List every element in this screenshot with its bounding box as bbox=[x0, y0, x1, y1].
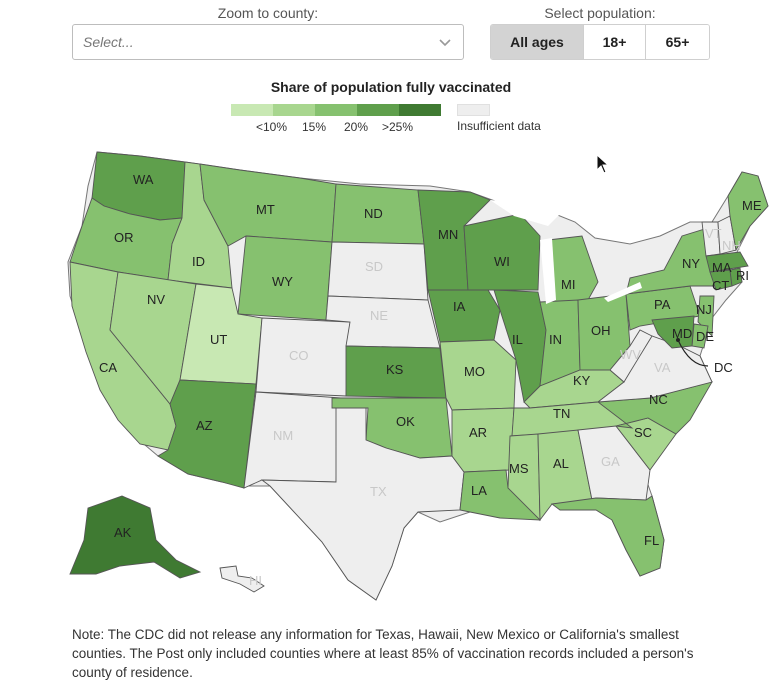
population-label: Select population: bbox=[544, 5, 656, 21]
label-tn: TN bbox=[553, 406, 570, 421]
legend-swatch-3 bbox=[315, 104, 357, 116]
state-fills bbox=[69, 151, 769, 601]
legend-swatch-2 bbox=[273, 104, 315, 116]
label-mt: MT bbox=[256, 202, 275, 217]
dc-callout bbox=[676, 338, 709, 367]
label-mn: MN bbox=[438, 227, 458, 242]
label-md: MD bbox=[672, 326, 692, 341]
label-ak: AK bbox=[114, 525, 132, 540]
label-nv: NV bbox=[147, 292, 165, 307]
label-wa: WA bbox=[133, 172, 154, 187]
lake-superior bbox=[490, 200, 560, 226]
label-ga: GA bbox=[601, 454, 620, 469]
label-co: CO bbox=[289, 348, 309, 363]
state-ak[interactable] bbox=[69, 495, 202, 579]
label-ms: MS bbox=[509, 461, 529, 476]
label-me: ME bbox=[742, 198, 762, 213]
state-ar[interactable] bbox=[451, 407, 515, 473]
label-pa: PA bbox=[654, 297, 671, 312]
legend-tick-lt10: <10% bbox=[256, 120, 288, 134]
state-ia[interactable] bbox=[427, 289, 501, 343]
lake-michigan bbox=[540, 238, 556, 304]
state-wv[interactable] bbox=[609, 329, 653, 383]
label-ne: NE bbox=[370, 308, 388, 323]
label-al: AL bbox=[553, 456, 569, 471]
label-hi: HI bbox=[249, 573, 262, 588]
chevron-down-icon bbox=[439, 39, 451, 47]
label-wy: WY bbox=[272, 274, 293, 289]
state-hi[interactable] bbox=[219, 565, 265, 593]
label-in: IN bbox=[549, 332, 562, 347]
state-labels: WA OR CA ID NV MT WY UT AZ CO NM ND SD N… bbox=[99, 172, 762, 588]
label-va: VA bbox=[654, 360, 671, 375]
state-ri[interactable] bbox=[729, 267, 743, 287]
label-sc: SC bbox=[634, 425, 652, 440]
label-ks: KS bbox=[386, 362, 404, 377]
label-id: ID bbox=[192, 254, 205, 269]
label-nd: ND bbox=[364, 206, 383, 221]
mouse-pointer-icon bbox=[596, 154, 608, 174]
legend-tick-20: 20% bbox=[344, 120, 369, 134]
lake-erie bbox=[604, 282, 642, 302]
legend-swatch-5 bbox=[399, 104, 441, 116]
label-la: LA bbox=[471, 483, 487, 498]
legend-tick-gt25: >25% bbox=[382, 120, 414, 134]
label-ct: CT bbox=[712, 278, 729, 293]
legend-swatch-1 bbox=[231, 104, 273, 116]
county-select-placeholder: Select... bbox=[83, 34, 134, 50]
label-ma: MA bbox=[712, 260, 732, 275]
label-mi: MI bbox=[561, 277, 575, 292]
label-vt: VT bbox=[705, 226, 722, 241]
label-ut: UT bbox=[210, 332, 227, 347]
label-ny: NY bbox=[682, 256, 700, 271]
water-bodies bbox=[490, 200, 642, 304]
population-all-ages-button[interactable]: All ages bbox=[491, 25, 584, 59]
label-ca: CA bbox=[99, 360, 117, 375]
population-65plus-button[interactable]: 65+ bbox=[646, 25, 709, 59]
county-select[interactable]: Select... bbox=[72, 24, 464, 60]
label-de: DE bbox=[696, 329, 714, 344]
population-toggle: All ages 18+ 65+ bbox=[490, 24, 710, 60]
label-nm: NM bbox=[273, 428, 293, 443]
label-wi: WI bbox=[494, 254, 510, 269]
label-wv: WV bbox=[620, 347, 641, 362]
population-18plus-button[interactable]: 18+ bbox=[584, 25, 646, 59]
legend-nodata-swatch bbox=[457, 104, 490, 116]
label-ok: OK bbox=[396, 414, 415, 429]
label-mo: MO bbox=[464, 364, 485, 379]
legend-nodata-label: Insufficient data bbox=[457, 119, 541, 133]
us-county-map[interactable]: WA OR CA ID NV MT WY UT AZ CO NM ND SD N… bbox=[0, 140, 780, 610]
footnote: Note: The CDC did not release any inform… bbox=[72, 627, 694, 680]
label-ky: KY bbox=[573, 373, 591, 388]
legend-color-scale bbox=[231, 104, 441, 116]
legend-swatch-4 bbox=[357, 104, 399, 116]
state-tx[interactable] bbox=[260, 407, 465, 601]
state-ma[interactable] bbox=[705, 251, 749, 273]
label-tx: TX bbox=[370, 484, 387, 499]
state-me[interactable] bbox=[727, 171, 769, 252]
label-fl: FL bbox=[644, 533, 659, 548]
label-nj: NJ bbox=[696, 302, 712, 317]
label-sd: SD bbox=[365, 259, 383, 274]
state-az[interactable] bbox=[157, 379, 257, 489]
state-wi[interactable] bbox=[463, 213, 541, 291]
label-or: OR bbox=[114, 230, 134, 245]
label-ia: IA bbox=[453, 299, 466, 314]
label-nc: NC bbox=[649, 392, 668, 407]
label-dc: DC bbox=[714, 360, 733, 375]
label-az: AZ bbox=[196, 418, 213, 433]
label-ri: RI bbox=[736, 268, 749, 283]
legend-title: Share of population fully vaccinated bbox=[270, 79, 512, 95]
label-il: IL bbox=[512, 332, 523, 347]
state-fl[interactable] bbox=[550, 495, 665, 577]
zoom-label: Zoom to county: bbox=[217, 5, 319, 21]
label-ar: AR bbox=[469, 425, 487, 440]
label-oh: OH bbox=[591, 323, 611, 338]
label-nh: NH bbox=[722, 238, 741, 253]
legend-tick-15: 15% bbox=[302, 120, 327, 134]
